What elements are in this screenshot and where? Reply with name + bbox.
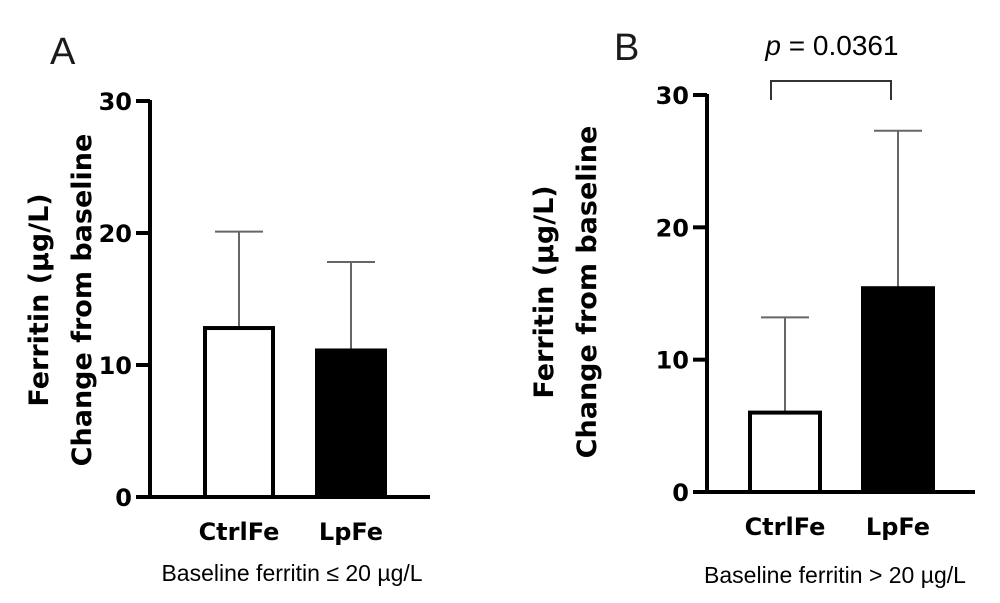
panel-b-xlabel: Baseline ferritin > 20 µg/L: [704, 562, 966, 588]
panel-b-ylabel-line2: Change from baseline: [572, 126, 603, 459]
panel-b-ylabel-line1: Ferritin (µg/L): [529, 185, 560, 398]
panel-a-ytick-label-20: 20: [99, 220, 132, 248]
panel-b-category-ctrlfe: CtrlFe: [745, 513, 826, 541]
panel-a-letter: A: [50, 31, 76, 73]
panel-a-ytick-label-10: 10: [99, 352, 132, 380]
panel-b-letter: B: [614, 27, 639, 69]
chart-marks: 0 10 20 30 0 10 20 30: [99, 82, 975, 512]
panel-b-bar-ctrlfe: [748, 410, 822, 495]
panel-a-bar-lpfe: [315, 348, 387, 500]
panel-a-bar-ctrlfe: [203, 326, 275, 500]
panel-b-ytick-label-0: 0: [672, 479, 689, 507]
panel-a-category-lpfe: LpFe: [319, 518, 383, 546]
panel-b-category-lpfe: LpFe: [866, 513, 930, 541]
panel-b-ytick-label-20: 20: [656, 214, 689, 242]
p-symbol: p: [764, 30, 781, 61]
panel-b-bar-lpfe: [861, 286, 935, 494]
panel-b-p-value-annotation: p = 0.0361: [764, 30, 898, 61]
significance-bracket: [770, 80, 892, 100]
p-value: = 0.0361: [781, 30, 899, 61]
panel-b-ytick-label-10: 10: [656, 347, 689, 375]
panel-a-ylabel-line2: Change from baseline: [67, 134, 98, 467]
panel-a-ylabel-line1: Ferritin (µg/L): [24, 193, 55, 406]
panel-b-ytick-label-30: 30: [656, 82, 689, 110]
panel-a-ytick-label-0: 0: [115, 484, 132, 512]
panel-a-category-ctrlfe: CtrlFe: [199, 518, 280, 546]
panel-a-xlabel: Baseline ferritin ≤ 20 µg/L: [161, 560, 422, 586]
panel-a-ytick-label-30: 30: [99, 88, 132, 116]
